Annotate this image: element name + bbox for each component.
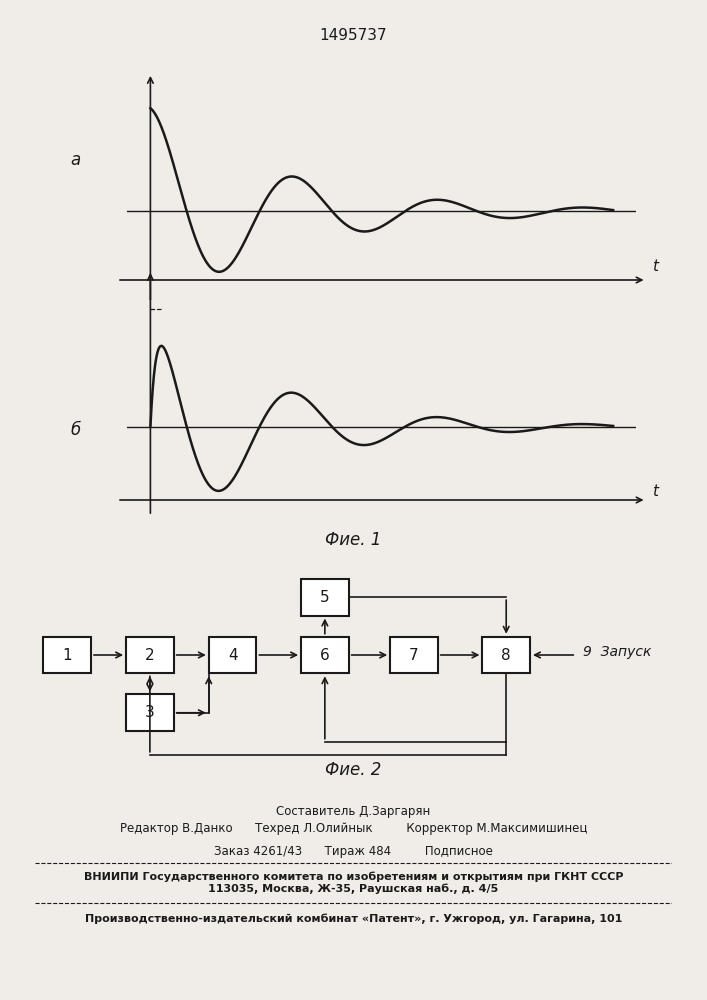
Text: 113035, Москва, Ж-35, Раушская наб., д. 4/5: 113035, Москва, Ж-35, Раушская наб., д. …	[209, 884, 498, 894]
Text: 5: 5	[320, 590, 329, 605]
Text: 7: 7	[409, 648, 419, 662]
FancyBboxPatch shape	[301, 579, 349, 616]
FancyBboxPatch shape	[126, 694, 174, 731]
Text: 4: 4	[228, 648, 238, 662]
Text: Фие. 1: Фие. 1	[325, 531, 382, 549]
Text: Составитель Д.Заргарян: Составитель Д.Заргарян	[276, 805, 431, 818]
Text: Производственно-издательский комбинат «Патент», г. Ужгород, ул. Гагарина, 101: Производственно-издательский комбинат «П…	[85, 914, 622, 924]
Text: 1495737: 1495737	[320, 28, 387, 43]
Text: Заказ 4261/43      Тираж 484         Подписное: Заказ 4261/43 Тираж 484 Подписное	[214, 845, 493, 858]
FancyBboxPatch shape	[43, 637, 91, 673]
FancyBboxPatch shape	[126, 637, 174, 673]
Text: 3: 3	[145, 705, 155, 720]
Text: t: t	[652, 484, 658, 499]
FancyBboxPatch shape	[209, 637, 257, 673]
Text: 8: 8	[501, 648, 511, 662]
FancyBboxPatch shape	[482, 637, 530, 673]
Text: Фие. 2: Фие. 2	[325, 761, 382, 779]
FancyBboxPatch shape	[301, 637, 349, 673]
Text: 1: 1	[62, 648, 72, 662]
Text: 2: 2	[145, 648, 155, 662]
Text: 9  Запуск: 9 Запуск	[583, 645, 651, 659]
FancyBboxPatch shape	[390, 637, 438, 673]
Text: t: t	[652, 259, 658, 274]
Text: б: б	[71, 421, 81, 439]
Text: Редактор В.Данко      Техред Л.Олийнык         Корректор М.Максимишинец: Редактор В.Данко Техред Л.Олийнык Коррек…	[119, 822, 588, 835]
Text: 6: 6	[320, 648, 329, 662]
Text: a: a	[71, 151, 81, 169]
Text: ВНИИПИ Государственного комитета по изобретениям и открытиям при ГКНТ СССР: ВНИИПИ Государственного комитета по изоб…	[83, 871, 624, 882]
